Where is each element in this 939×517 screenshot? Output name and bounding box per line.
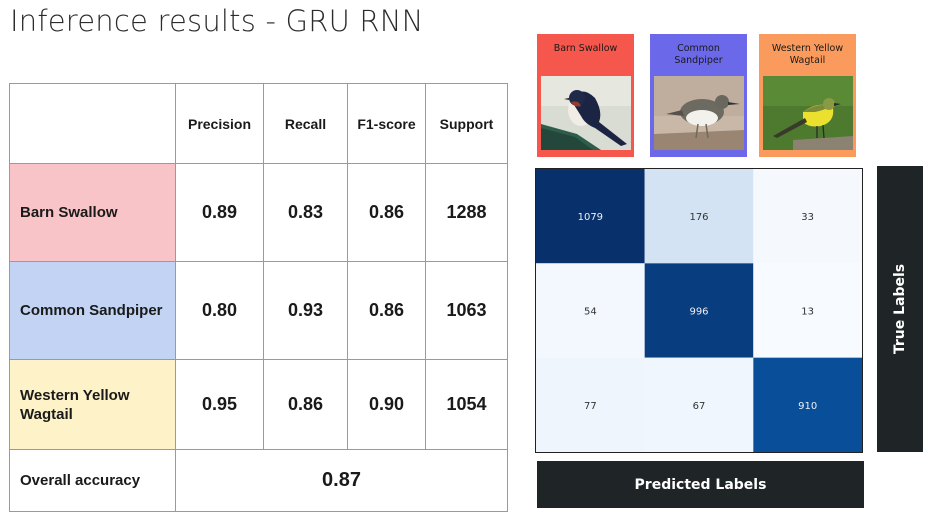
heatmap-cell-label: 54: [584, 307, 597, 318]
support-value: 1054: [425, 359, 508, 450]
overall-accuracy-value: 0.87: [175, 449, 508, 512]
recall-value: 0.86: [263, 359, 348, 450]
recall-value: 0.83: [263, 163, 348, 262]
recall-value: 0.93: [263, 261, 348, 360]
precision-value: 0.89: [175, 163, 264, 262]
heatmap-cell: [536, 169, 645, 264]
y-axis-label-box: True Labels: [877, 166, 923, 452]
bird-card-label: Barn Swallow: [553, 43, 618, 54]
class-label: Common Sandpiper: [9, 261, 176, 360]
heatmap-cell-label: 13: [801, 307, 814, 318]
table-header-row: Precision Recall F1-score Support: [9, 83, 508, 164]
heatmap-cell-label: 176: [689, 212, 708, 223]
bird-card-barn-swallow: Barn Swallow: [537, 34, 634, 157]
bird-card-label: Western Yellow Wagtail: [771, 43, 844, 66]
heatmap-cell: [753, 169, 862, 264]
bird-card-label: Common Sandpiper: [674, 43, 723, 66]
heatmap-cell: [536, 263, 645, 358]
precision-value: 0.95: [175, 359, 264, 450]
heatmap-cell: [536, 357, 645, 452]
precision-value: 0.80: [175, 261, 264, 360]
class-label: Western Yellow Wagtail: [9, 359, 176, 450]
heatmap-cell-label: 996: [689, 307, 708, 318]
y-axis-label: True Labels: [892, 263, 908, 355]
barn-swallow-photo: [540, 76, 631, 150]
heatmap-cell-label: 1079: [578, 212, 603, 223]
confusion-matrix: 1079 176 33 54 996 13 77 67 910: [535, 168, 863, 453]
bird-card-common-sandpiper: Common Sandpiper: [650, 34, 747, 157]
confusion-matrix-svg: 1079 176 33 54 996 13 77 67 910: [536, 169, 862, 452]
heatmap-cell: [753, 357, 862, 452]
heatmap-cell: [644, 263, 754, 358]
heatmap-cell-label: 910: [798, 401, 817, 412]
heatmap-cell-label: 67: [693, 401, 706, 412]
support-value: 1288: [425, 163, 508, 262]
table-row: Common Sandpiper 0.80 0.93 0.86 1063: [9, 261, 508, 360]
bird-card-western-yellow-wagtail: Western Yellow Wagtail: [759, 34, 856, 157]
overall-accuracy-label: Overall accuracy: [9, 449, 176, 512]
heatmap-cell-label: 33: [801, 212, 814, 223]
table-row: Barn Swallow 0.89 0.83 0.86 1288: [9, 163, 508, 262]
x-axis-label-box: Predicted Labels: [537, 461, 864, 508]
class-label: Barn Swallow: [9, 163, 176, 262]
table-row: Western Yellow Wagtail 0.95 0.86 0.90 10…: [9, 359, 508, 450]
header-precision: Precision: [175, 83, 264, 164]
header-support: Support: [425, 83, 508, 164]
header-cell-empty: [9, 83, 176, 164]
heatmap-cell-label: 77: [584, 401, 597, 412]
header-f1-score: F1-score: [347, 83, 426, 164]
f1-value: 0.90: [347, 359, 426, 450]
f1-value: 0.86: [347, 163, 426, 262]
heatmap-cell: [644, 357, 754, 452]
header-recall: Recall: [263, 83, 348, 164]
x-axis-label: Predicted Labels: [634, 476, 767, 493]
heatmap-cell: [644, 169, 754, 264]
heatmap-cell: [753, 263, 862, 358]
support-value: 1063: [425, 261, 508, 360]
common-sandpiper-photo: [653, 76, 744, 150]
f1-value: 0.86: [347, 261, 426, 360]
western-yellow-wagtail-photo: [762, 76, 853, 150]
page-title: Inference results - GRU RNN: [10, 4, 424, 38]
metrics-table: Precision Recall F1-score Support Barn S…: [9, 83, 508, 512]
overall-accuracy-row: Overall accuracy 0.87: [9, 449, 508, 512]
